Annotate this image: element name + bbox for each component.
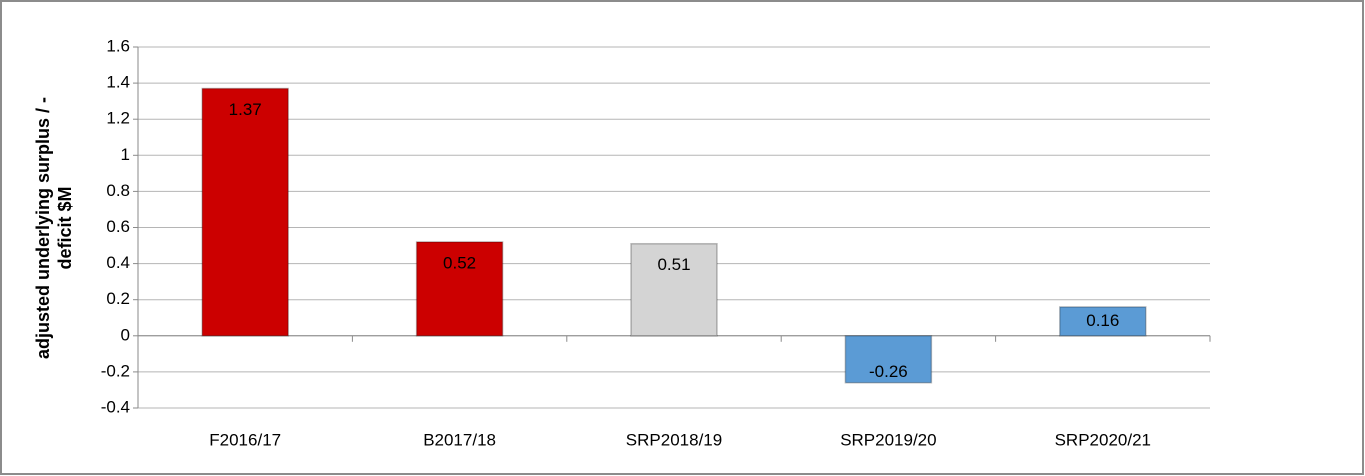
y-tick-label: 0.8 — [106, 181, 130, 200]
y-axis-title-line: deficit $M — [55, 186, 75, 269]
data-label: -0.26 — [869, 362, 908, 381]
x-tick-label: SRP2020/21 — [1055, 430, 1151, 449]
bar — [630, 242, 718, 337]
bar — [201, 87, 289, 337]
y-tick-label: 0.6 — [106, 217, 130, 236]
y-tick-label: -0.4 — [101, 397, 130, 416]
y-tick-label: 1.6 — [106, 36, 130, 55]
bar — [415, 241, 504, 337]
data-label: 0.52 — [443, 253, 476, 272]
data-label: 0.51 — [657, 255, 690, 274]
y-tick-label: -0.2 — [101, 361, 130, 380]
data-label: 1.37 — [229, 100, 262, 119]
y-axis-title: adjusted underlying surplus / - deficit … — [33, 97, 75, 359]
y-tick-label: 1.4 — [106, 73, 130, 92]
y-tick-label: 0.4 — [106, 253, 130, 272]
x-tick-label: SRP2019/20 — [840, 430, 936, 449]
y-tick-label: 1.2 — [106, 109, 130, 128]
data-label: 0.16 — [1086, 311, 1119, 330]
y-tick-label: 0 — [121, 325, 130, 344]
y-tick-label: 1 — [121, 145, 130, 164]
bar — [1059, 306, 1147, 337]
x-tick-label: B2017/18 — [423, 430, 496, 449]
x-tick-label: F2016/17 — [209, 430, 281, 449]
bar — [844, 335, 933, 384]
x-tick-label: SRP2018/19 — [626, 430, 722, 449]
y-axis-title-line: adjusted underlying surplus / - — [33, 97, 53, 359]
y-tick-label: 0.2 — [106, 289, 130, 308]
